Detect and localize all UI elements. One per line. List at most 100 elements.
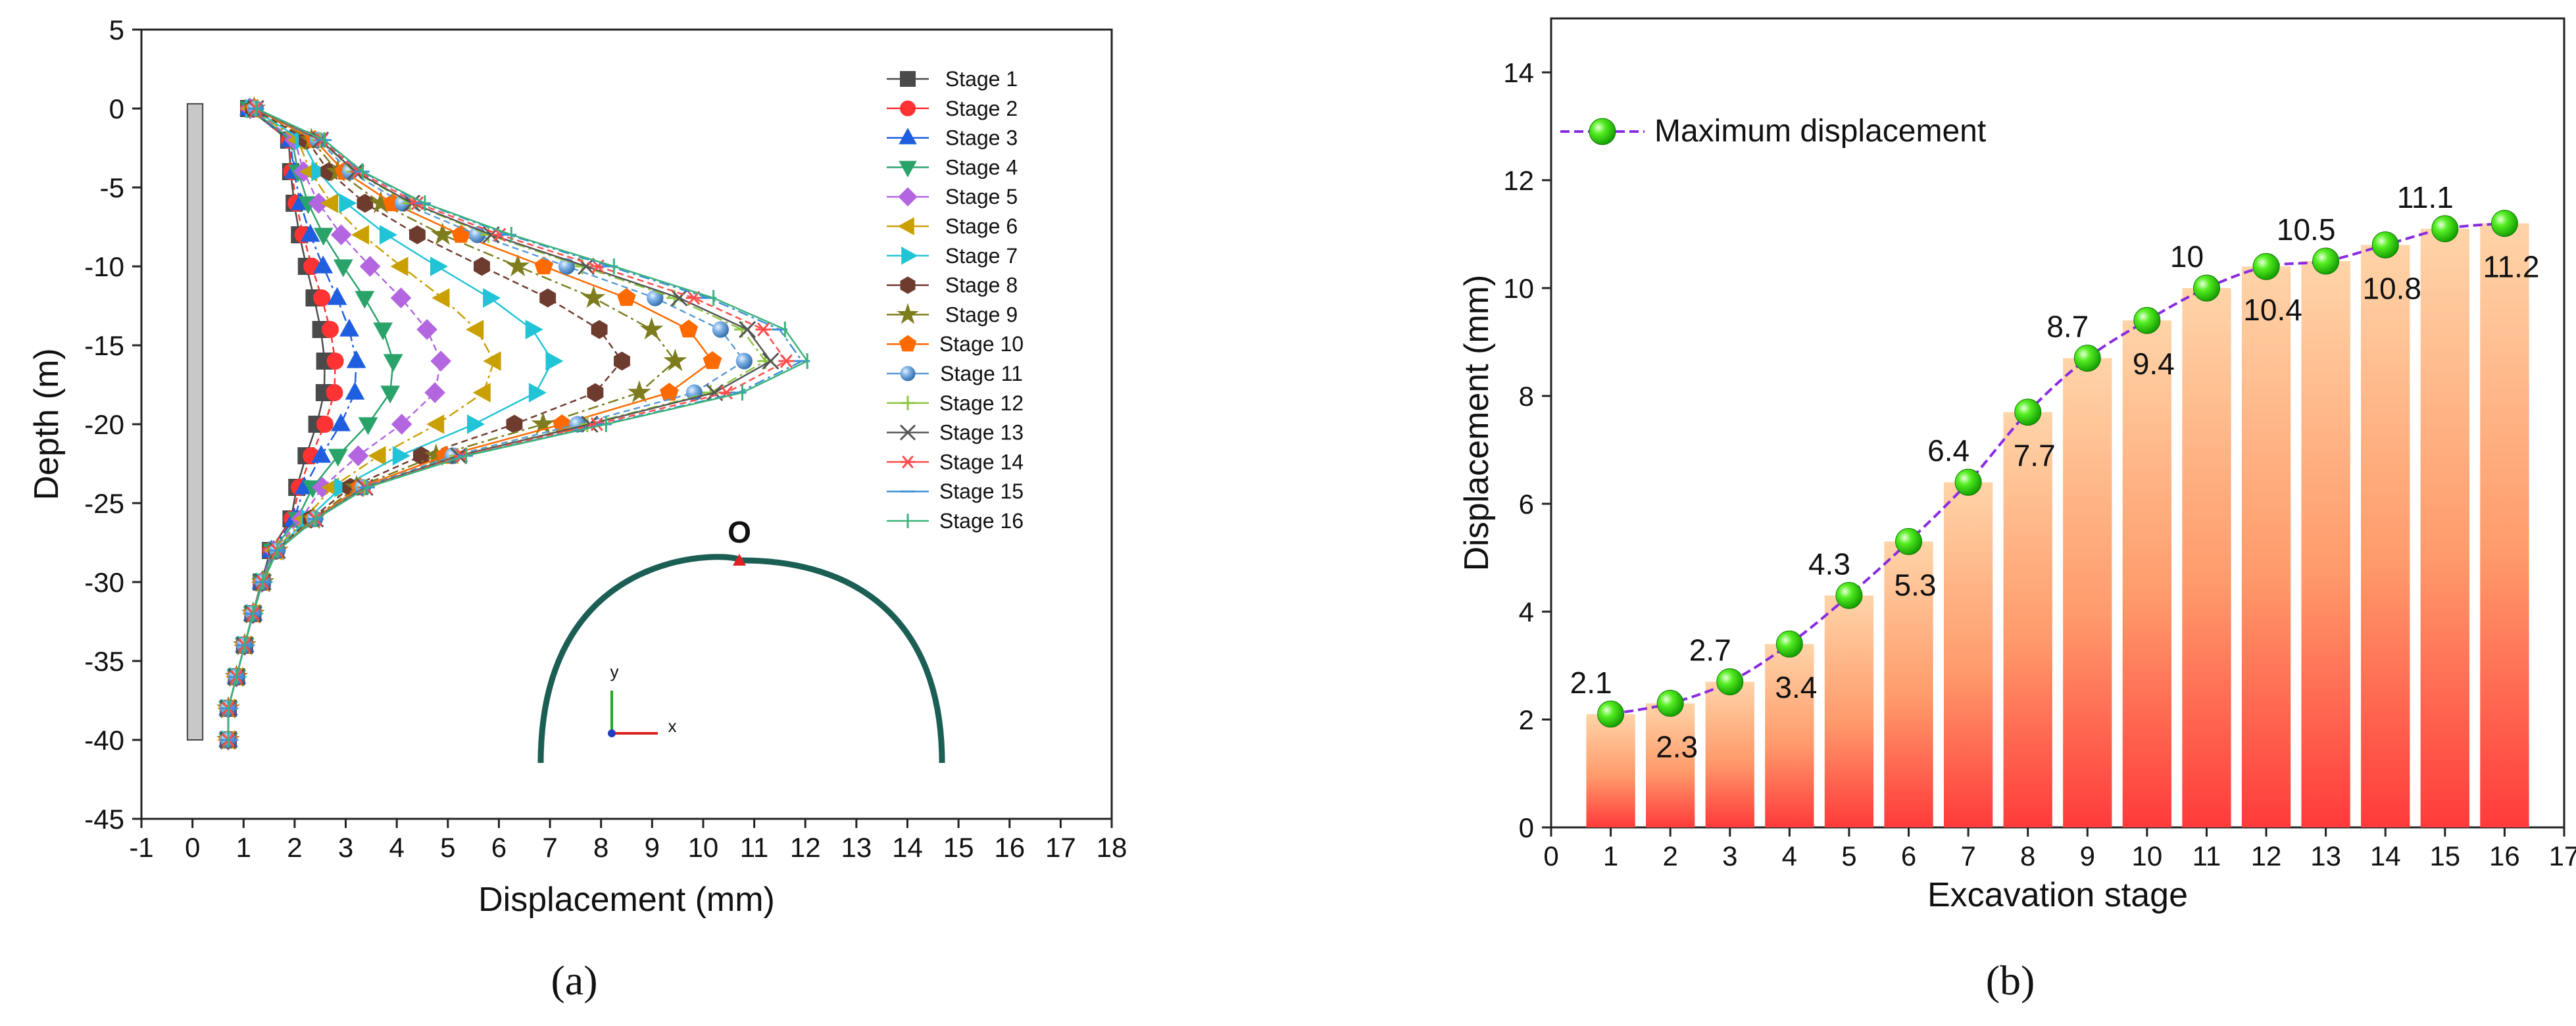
max-displacement-point — [2431, 215, 2459, 243]
x-tick-label-b: 14 — [2370, 841, 2401, 871]
y-tick-label-a: -45 — [84, 804, 124, 835]
legend-label: Stage 12 — [939, 391, 1024, 415]
data-point — [628, 380, 651, 403]
data-point — [333, 259, 353, 278]
x-tick-label-b: 17 — [2549, 841, 2576, 871]
data-point — [587, 383, 604, 403]
data-point — [466, 320, 484, 339]
legend-label: Stage 1 — [945, 67, 1018, 91]
data-point — [432, 288, 450, 308]
legend-marker — [899, 335, 917, 352]
data-point — [379, 225, 398, 245]
max-displacement-point — [2192, 274, 2220, 302]
bar — [2063, 358, 2112, 827]
x-tick-label-b: 5 — [1841, 841, 1856, 871]
plot-frame-b — [1550, 17, 2565, 829]
data-point — [355, 291, 375, 309]
y-tick-label-b: 0 — [1519, 812, 1534, 843]
data-point — [617, 287, 636, 306]
data-point — [755, 322, 772, 337]
y-tick-label-a: -25 — [84, 488, 124, 519]
max-displacement-line — [1610, 222, 2505, 716]
monitor-point-label: O — [728, 515, 751, 549]
data-label: 2.3 — [1656, 729, 1698, 764]
inset-tunnel: Ox y — [537, 515, 945, 764]
data-label: 3.4 — [1775, 670, 1817, 704]
data-point — [357, 193, 374, 213]
max-displacement-point — [2371, 231, 2399, 258]
legend-label: Stage 8 — [945, 274, 1018, 297]
legend-marker — [899, 128, 917, 145]
data-point — [424, 382, 446, 403]
data-point — [358, 417, 378, 435]
data-label: 7.7 — [2014, 439, 2056, 473]
y-tick-label-a: -15 — [84, 330, 124, 361]
data-point — [347, 445, 369, 466]
x-tick-label-a: 5 — [440, 832, 455, 863]
bar — [2301, 261, 2350, 827]
y-tick-label-b: 10 — [1503, 273, 1534, 304]
data-point — [528, 383, 547, 403]
y-tick-label-a: -40 — [84, 725, 124, 756]
x-tick-label-b: 3 — [1722, 841, 1737, 871]
x-tick-label-a: 9 — [645, 832, 660, 863]
data-point — [735, 353, 753, 370]
data-point — [413, 446, 430, 466]
caption-b: (b) — [1986, 957, 2035, 1004]
caption-a: (a) — [551, 957, 597, 1004]
data-point — [778, 354, 795, 368]
max-displacement-point — [1954, 468, 1982, 496]
data-point — [359, 256, 381, 277]
data-point — [373, 322, 393, 341]
x-tick-label-a: 15 — [943, 832, 974, 863]
y-tick-label-a: -20 — [84, 409, 124, 440]
legend-marker — [900, 276, 916, 294]
x-tick-label-b: 10 — [2132, 841, 2163, 871]
x-tick-label-a: -1 — [129, 832, 153, 863]
data-point — [506, 414, 523, 434]
y-tick-label-a: 0 — [109, 93, 124, 124]
max-displacement-point — [1895, 527, 1923, 555]
max-displacement-point — [2133, 306, 2161, 334]
x-tick-label-a: 13 — [841, 832, 872, 863]
data-point — [739, 320, 756, 339]
x-tick-label-b: 7 — [1960, 841, 1975, 871]
data-point — [483, 351, 501, 371]
max-displacement-point — [2312, 247, 2340, 275]
series-stage-16 — [227, 101, 809, 748]
y-tick-label-b: 14 — [1503, 57, 1534, 88]
max-displacement-point — [1835, 581, 1863, 609]
data-point — [430, 222, 455, 245]
data-point — [328, 449, 348, 467]
data-point — [331, 413, 351, 431]
legend-label: Stage 14 — [939, 450, 1024, 474]
legend-label: Stage 10 — [939, 332, 1024, 356]
data-point — [311, 162, 330, 182]
bar — [1943, 482, 1993, 827]
max-displacement-point — [2073, 345, 2101, 372]
data-point — [712, 321, 730, 338]
legend-marker — [897, 217, 914, 235]
bar — [1884, 541, 1933, 827]
max-displacement-point — [1716, 668, 1744, 696]
inset-x-label: x — [668, 716, 677, 736]
data-label: 10.5 — [2277, 212, 2336, 247]
x-tick-label-a: 18 — [1097, 832, 1127, 863]
x-tick-label-b: 15 — [2429, 841, 2460, 871]
bar — [2420, 228, 2469, 827]
y-tick-label-a: -5 — [100, 172, 124, 203]
y-tick-label-b: 4 — [1519, 597, 1534, 627]
legend-marker — [899, 160, 917, 178]
x-tick-label-a: 12 — [790, 832, 821, 863]
data-point — [339, 193, 357, 213]
data-point — [390, 287, 412, 308]
x-tick-label-b: 12 — [2251, 841, 2282, 871]
legend-marker — [901, 455, 915, 469]
legend-label: Stage 7 — [945, 244, 1018, 268]
x-axis-title-b: Excavation stage — [1927, 876, 2188, 914]
x-tick-label-b: 9 — [2080, 841, 2095, 871]
data-point — [311, 445, 332, 463]
data-point — [670, 289, 688, 307]
legend-label: Stage 11 — [940, 362, 1023, 385]
